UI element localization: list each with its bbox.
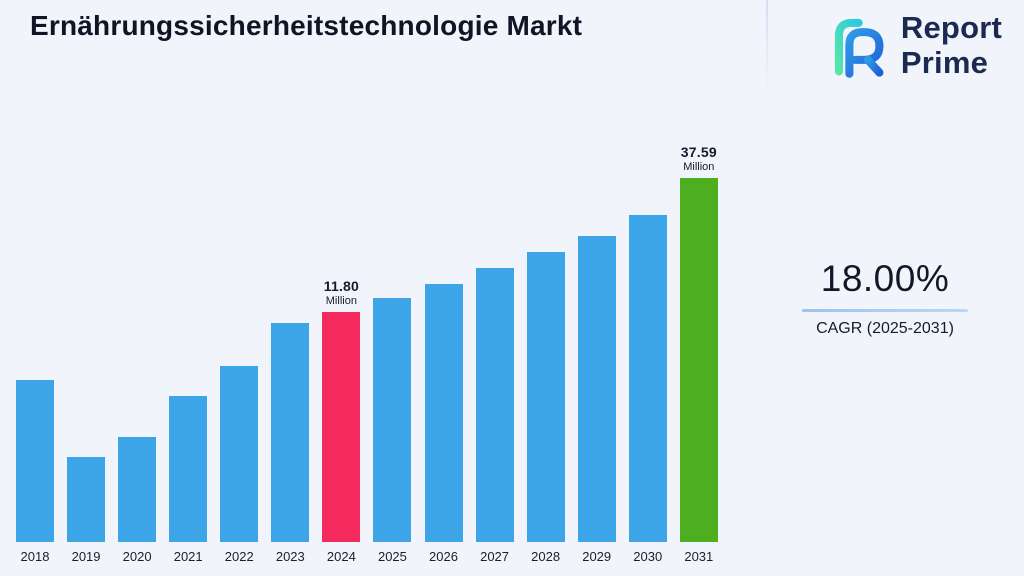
bar-value-label-2031: 37.59 Million <box>681 144 717 173</box>
bar-column-2027: 2027 <box>475 268 514 564</box>
bar-column-2025: 2025 <box>373 298 412 564</box>
bar-value-label-2024: 11.80 Million <box>324 278 359 307</box>
x-axis-label-2023: 2023 <box>275 549 305 564</box>
logo-text-prime: Prime <box>900 45 989 80</box>
x-axis-label-2028: 2028 <box>531 549 561 564</box>
x-axis-label-2025: 2025 <box>377 549 407 564</box>
cagr-block: 18.00% CAGR (2025-2031) <box>802 258 968 338</box>
x-axis-label-2031: 2031 <box>684 549 714 564</box>
bar-value-2024: 11.80 <box>323 278 360 294</box>
bar-2023 <box>271 323 310 542</box>
bar-2030 <box>628 215 667 542</box>
bar-2026 <box>424 284 463 542</box>
bar-column-2028: 2028 <box>526 252 565 564</box>
x-axis-label-2026: 2026 <box>429 549 458 564</box>
bar-2019 <box>67 457 106 542</box>
x-axis-label-2021: 2021 <box>173 549 203 564</box>
bar-column-2018: 2018 <box>16 380 54 564</box>
bar-column-2031: 37.59 Million 2031 <box>679 144 718 564</box>
bar-2018 <box>16 380 54 542</box>
bar-column-2029: 2029 <box>577 236 616 564</box>
report-prime-logo-icon <box>817 8 891 84</box>
bar-2031: 37.59 Million <box>679 144 718 542</box>
bar-column-2021: 2021 <box>169 396 208 564</box>
x-axis-label-2019: 2019 <box>71 549 101 564</box>
cagr-value: 18.00% <box>820 258 950 299</box>
bar-2029 <box>577 236 616 542</box>
bar-2027 <box>475 268 514 542</box>
report-prime-logo: Report Prime <box>817 8 1002 84</box>
x-axis-label-2030: 2030 <box>633 549 663 564</box>
bar-2021 <box>169 396 208 542</box>
bar-value-unit-2024: Million <box>325 295 357 307</box>
x-axis-label-2022: 2022 <box>224 549 254 564</box>
bar-2024: 11.80 Million <box>322 278 361 542</box>
bar-value-2031: 37.59 <box>680 144 717 160</box>
x-axis-label-2029: 2029 <box>582 549 612 564</box>
bar-chart-plot-area: 2018 2019 2020 2021 2022 2023 11.80 Million 2024… <box>16 124 718 564</box>
bar-column-2023: 2023 <box>271 323 310 564</box>
cagr-label: CAGR (2025-2031) <box>816 320 954 337</box>
logo-text-report: Report <box>900 10 1002 46</box>
x-axis-label-2027: 2027 <box>480 549 510 564</box>
bar-column-2020: 2020 <box>118 437 157 564</box>
x-axis-label-2024: 2024 <box>326 549 356 564</box>
page-title: Ernährungssicherheitstechnologie Markt <box>30 10 583 41</box>
x-axis-label-2020: 2020 <box>122 549 152 564</box>
bar-column-2026: 2026 <box>424 284 463 564</box>
bar-column-2030: 2030 <box>628 215 667 564</box>
cagr-underline <box>802 309 968 312</box>
bar-2025 <box>373 298 412 542</box>
bar-2020 <box>118 437 157 542</box>
bar-2028 <box>526 252 565 542</box>
logo-text: Report Prime <box>901 11 1002 80</box>
bar-chart: 2018 2019 2020 2021 2022 2023 11.80 Million 2024… <box>16 124 718 564</box>
bar-value-unit-2031: Million <box>683 161 715 173</box>
bar-column-2022: 2022 <box>220 366 259 564</box>
x-axis-label-2018: 2018 <box>20 549 50 564</box>
bar-column-2024: 11.80 Million 2024 <box>322 278 361 564</box>
bar-column-2019: 2019 <box>67 457 106 564</box>
header-divider <box>766 0 768 96</box>
bar-2022 <box>220 366 259 542</box>
